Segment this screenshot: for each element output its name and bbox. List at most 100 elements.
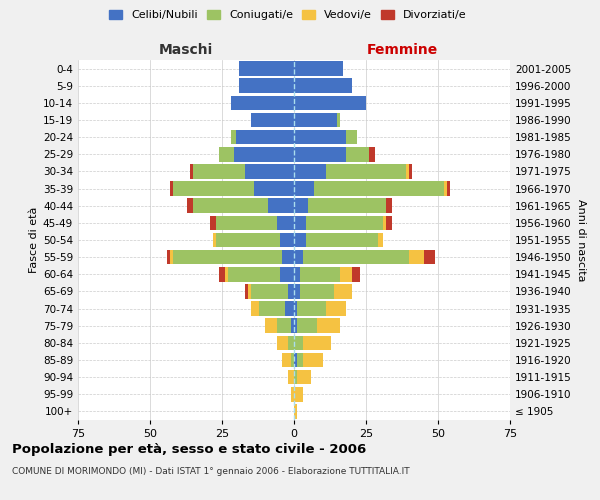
- Bar: [193, 198, 268, 213]
- Bar: [294, 198, 308, 213]
- Bar: [352, 267, 360, 281]
- Bar: [294, 387, 302, 402]
- Bar: [300, 267, 340, 281]
- Text: COMUNE DI MORIMONDO (MI) - Dati ISTAT 1° gennaio 2006 - Elaborazione TUTTITALIA.: COMUNE DI MORIMONDO (MI) - Dati ISTAT 1°…: [12, 468, 410, 476]
- Bar: [297, 318, 317, 333]
- Bar: [294, 336, 302, 350]
- Bar: [288, 284, 294, 298]
- Bar: [297, 352, 302, 368]
- Bar: [230, 96, 294, 110]
- Bar: [245, 284, 248, 298]
- Bar: [173, 250, 283, 264]
- Bar: [225, 267, 228, 281]
- Bar: [288, 370, 294, 384]
- Bar: [294, 147, 346, 162]
- Bar: [219, 267, 225, 281]
- Bar: [288, 336, 294, 350]
- Bar: [337, 112, 340, 128]
- Bar: [294, 164, 326, 178]
- Bar: [230, 130, 236, 144]
- Bar: [294, 130, 346, 144]
- Y-axis label: Fasce di età: Fasce di età: [29, 207, 39, 273]
- Bar: [386, 198, 392, 213]
- Bar: [294, 250, 302, 264]
- Bar: [254, 182, 294, 196]
- Bar: [233, 147, 294, 162]
- Bar: [409, 164, 412, 178]
- Bar: [297, 302, 326, 316]
- Bar: [268, 198, 294, 213]
- Bar: [326, 164, 406, 178]
- Y-axis label: Anni di nascita: Anni di nascita: [576, 198, 586, 281]
- Legend: Celibi/Nubili, Coniugati/e, Vedovi/e, Divorziati/e: Celibi/Nubili, Coniugati/e, Vedovi/e, Di…: [105, 6, 471, 25]
- Bar: [211, 216, 216, 230]
- Bar: [302, 336, 331, 350]
- Bar: [294, 352, 297, 368]
- Bar: [251, 284, 288, 298]
- Bar: [346, 147, 369, 162]
- Bar: [193, 164, 245, 178]
- Bar: [251, 112, 294, 128]
- Bar: [302, 352, 323, 368]
- Bar: [286, 302, 294, 316]
- Bar: [251, 302, 259, 316]
- Bar: [326, 302, 346, 316]
- Bar: [294, 62, 343, 76]
- Bar: [294, 267, 300, 281]
- Bar: [386, 216, 392, 230]
- Bar: [259, 302, 286, 316]
- Bar: [291, 352, 294, 368]
- Bar: [302, 250, 409, 264]
- Bar: [294, 216, 305, 230]
- Bar: [265, 318, 277, 333]
- Bar: [245, 164, 294, 178]
- Bar: [277, 318, 291, 333]
- Bar: [291, 387, 294, 402]
- Bar: [280, 232, 294, 248]
- Bar: [305, 232, 377, 248]
- Bar: [294, 284, 300, 298]
- Bar: [228, 267, 280, 281]
- Text: Popolazione per età, sesso e stato civile - 2006: Popolazione per età, sesso e stato civil…: [12, 442, 366, 456]
- Bar: [167, 250, 170, 264]
- Text: Maschi: Maschi: [159, 44, 213, 58]
- Bar: [283, 250, 294, 264]
- Bar: [369, 147, 374, 162]
- Bar: [173, 182, 254, 196]
- Bar: [383, 216, 386, 230]
- Bar: [297, 370, 311, 384]
- Bar: [377, 232, 383, 248]
- Bar: [346, 130, 358, 144]
- Bar: [424, 250, 435, 264]
- Bar: [170, 250, 173, 264]
- Bar: [314, 182, 444, 196]
- Bar: [294, 318, 297, 333]
- Bar: [291, 318, 294, 333]
- Bar: [294, 302, 297, 316]
- Bar: [294, 404, 297, 418]
- Bar: [219, 147, 233, 162]
- Bar: [216, 232, 280, 248]
- Bar: [277, 216, 294, 230]
- Bar: [294, 182, 314, 196]
- Bar: [239, 62, 294, 76]
- Bar: [308, 198, 386, 213]
- Bar: [239, 78, 294, 93]
- Bar: [280, 267, 294, 281]
- Bar: [236, 130, 294, 144]
- Bar: [444, 182, 446, 196]
- Bar: [294, 232, 305, 248]
- Bar: [406, 164, 409, 178]
- Bar: [214, 232, 216, 248]
- Bar: [170, 182, 173, 196]
- Bar: [277, 336, 288, 350]
- Bar: [305, 216, 383, 230]
- Bar: [216, 216, 277, 230]
- Bar: [283, 352, 291, 368]
- Bar: [248, 284, 251, 298]
- Bar: [187, 198, 193, 213]
- Bar: [294, 96, 366, 110]
- Bar: [446, 182, 449, 196]
- Bar: [294, 78, 352, 93]
- Bar: [340, 267, 352, 281]
